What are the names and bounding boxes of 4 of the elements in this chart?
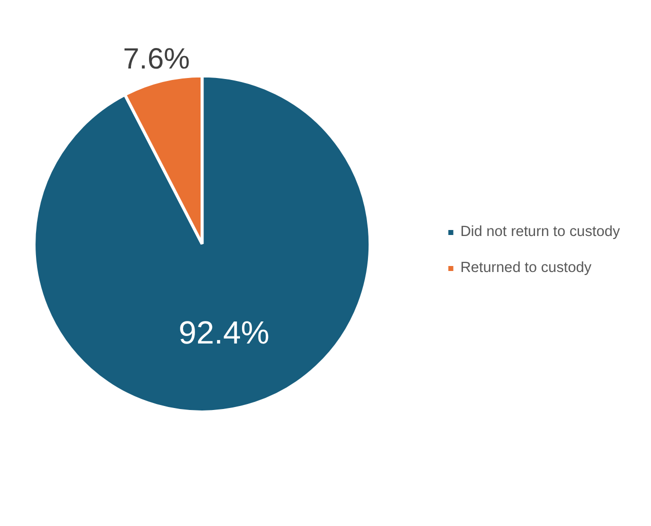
data-label: 92.4% bbox=[178, 314, 270, 350]
legend-label: Did not return to custody bbox=[460, 224, 620, 240]
data-label: 7.6% bbox=[122, 42, 190, 76]
legend-label: Returned to custody bbox=[460, 260, 592, 276]
